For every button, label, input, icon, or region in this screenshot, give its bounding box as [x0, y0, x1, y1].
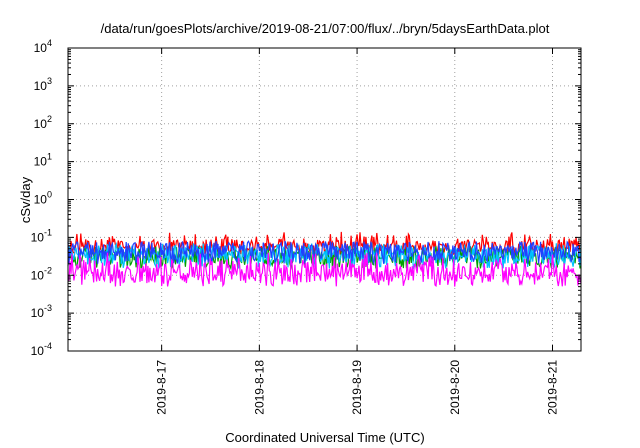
- y-tick-label: 103: [34, 76, 52, 93]
- y-axis: 104 103 102 101 100 10-1 10-2 10-3 10-4: [31, 38, 581, 358]
- y-tick-label: 104: [34, 38, 52, 55]
- y-tick-label: 10-3: [31, 303, 52, 320]
- x-tick-label: 2019-8-17: [155, 360, 169, 415]
- x-axis-label: Coordinated Universal Time (UTC): [225, 430, 424, 445]
- x-tick-label: 2019-8-21: [546, 360, 560, 415]
- y-axis-label: cSv/day: [18, 176, 33, 223]
- x-tick-label: 2019-8-20: [448, 360, 462, 415]
- y-tick-label: 102: [34, 114, 52, 131]
- series-line-5: [67, 252, 582, 288]
- x-tick-label: 2019-8-18: [252, 360, 266, 415]
- grid: [68, 48, 581, 351]
- x-tick-label: 2019-8-19: [350, 360, 364, 415]
- series-layer: [67, 231, 582, 288]
- y-tick-label: 10-2: [31, 265, 52, 282]
- y-tick-label: 10-1: [31, 227, 52, 244]
- series-line-4: [67, 240, 582, 266]
- chart-title: /data/run/goesPlots/archive/2019-08-21/0…: [101, 21, 550, 36]
- y-tick-label: 101: [34, 152, 52, 169]
- y-tick-label: 100: [34, 190, 52, 207]
- x-axis: 2019-8-17 2019-8-18 2019-8-19 2019-8-20 2019…: [155, 48, 560, 415]
- y-tick-label: 10-4: [31, 341, 52, 358]
